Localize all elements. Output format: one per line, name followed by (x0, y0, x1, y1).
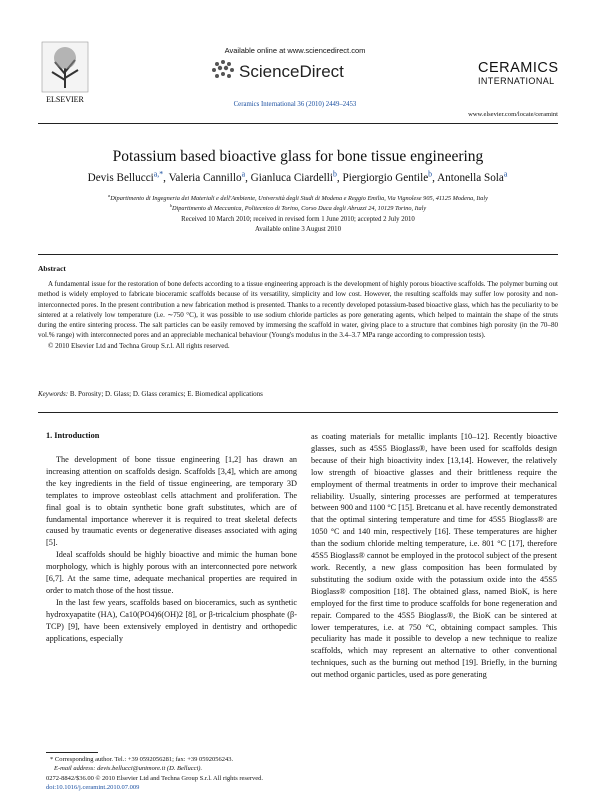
author-sup: a (503, 169, 508, 179)
author-sup: a,* (153, 169, 164, 179)
author: Piergiorgio Gentileb, (342, 169, 438, 184)
affiliation: bDipartimento di Meccanica, Politecnico … (38, 202, 558, 214)
author: Valeria Cannilloa, (168, 169, 251, 184)
title: Potassium based bioactive glass for bone… (112, 148, 484, 165)
sciencedirect-logo: ScienceDirect (212, 60, 344, 81)
author-name: Piergiorgio Gentile (342, 172, 429, 184)
paragraph: The development of bone tissue engineeri… (46, 455, 297, 548)
abstract-heading: Abstract (38, 264, 66, 273)
footer: 0272-8842/$36.00 © 2010 Elsevier Ltd and… (46, 775, 263, 792)
corresponding-author: * Corresponding author. Tel.: +39 059205… (50, 756, 234, 763)
affiliation: aDipartimento di Ingegneria dei Material… (38, 192, 558, 204)
affiliation-text: Dipartimento di Meccanica, Politecnico d… (171, 204, 427, 212)
affiliation-sup: a (108, 192, 111, 198)
author-name: Devis Bellucci (87, 172, 154, 184)
footnote-rule (46, 752, 98, 753)
keywords-text: B. Porosity; D. Glass; D. Glass ceramics… (69, 390, 263, 398)
available-online-date: Available online 3 August 2010 (255, 226, 341, 233)
paragraph: Ideal scaffolds should be highly bioacti… (46, 550, 297, 595)
keywords-label: Keywords: (38, 390, 69, 398)
left-column: The development of bone tissue engineeri… (46, 454, 297, 645)
abstract-text: A fundamental issue for the restoration … (38, 280, 558, 340)
footnote: * Corresponding author. Tel.: +39 059205… (46, 755, 233, 773)
doi[interactable]: doi:10.1016/j.ceramint.2010.07.009 (46, 783, 140, 791)
rule (38, 123, 558, 124)
journal-name: CERAMICS (478, 60, 559, 76)
issn: 0272-8842/$36.00 © 2010 Elsevier Ltd and… (46, 775, 264, 782)
copyright: © 2010 Elsevier Ltd and Techna Group S.r… (48, 341, 230, 350)
rule (38, 412, 558, 413)
affiliations: aDipartimento di Ingegneria dei Material… (38, 192, 558, 214)
author: Gianluca Ciardellib, (250, 169, 343, 184)
section-heading: 1. Introduction (46, 431, 100, 440)
authors: Devis Belluccia,*, Valeria Cannilloa, Gi… (30, 169, 565, 184)
abstract: A fundamental issue for the restoration … (38, 279, 558, 351)
journal-logo: CERAMICS INTERNATIONAL (478, 60, 559, 86)
author-sup: a (241, 169, 246, 179)
paragraph: as coating materials for metallic implan… (311, 432, 557, 680)
journal-name: INTERNATIONAL (478, 76, 555, 86)
affiliation-sup: b (169, 202, 172, 208)
author-name: Valeria Cannillo (168, 172, 242, 184)
right-column: as coating materials for metallic implan… (311, 431, 557, 681)
affiliation-text: Dipartimento di Ingegneria dei Materiali… (110, 195, 488, 202)
author: Antonella Solaa (437, 169, 508, 184)
author-name: Antonella Sola (437, 172, 504, 184)
author-sup: b (428, 169, 433, 179)
rule (38, 254, 558, 255)
keywords: Keywords: B. Porosity; D. Glass; D. Glas… (38, 390, 263, 398)
author-name: Gianluca Ciardelli (250, 172, 333, 184)
platform: ScienceDirect (239, 62, 344, 81)
author-sup: b (332, 169, 337, 179)
author: Devis Belluccia,*, (87, 169, 169, 184)
publisher: ELSEVIER (46, 95, 84, 104)
citation: Ceramics International 36 (2010) 2449–24… (233, 101, 357, 108)
email: E-mail address: devis.bellucci@unimore.i… (54, 765, 203, 772)
available-online: Available online at www.sciencedirect.co… (224, 46, 366, 55)
paragraph: In the last few years, scaffolds based o… (46, 597, 297, 643)
received: Received 10 March 2010; received in revi… (181, 216, 415, 223)
publisher-logo: ELSEVIER (41, 41, 89, 104)
journal-url: www.elsevier.com/locate/ceramint (468, 111, 558, 118)
